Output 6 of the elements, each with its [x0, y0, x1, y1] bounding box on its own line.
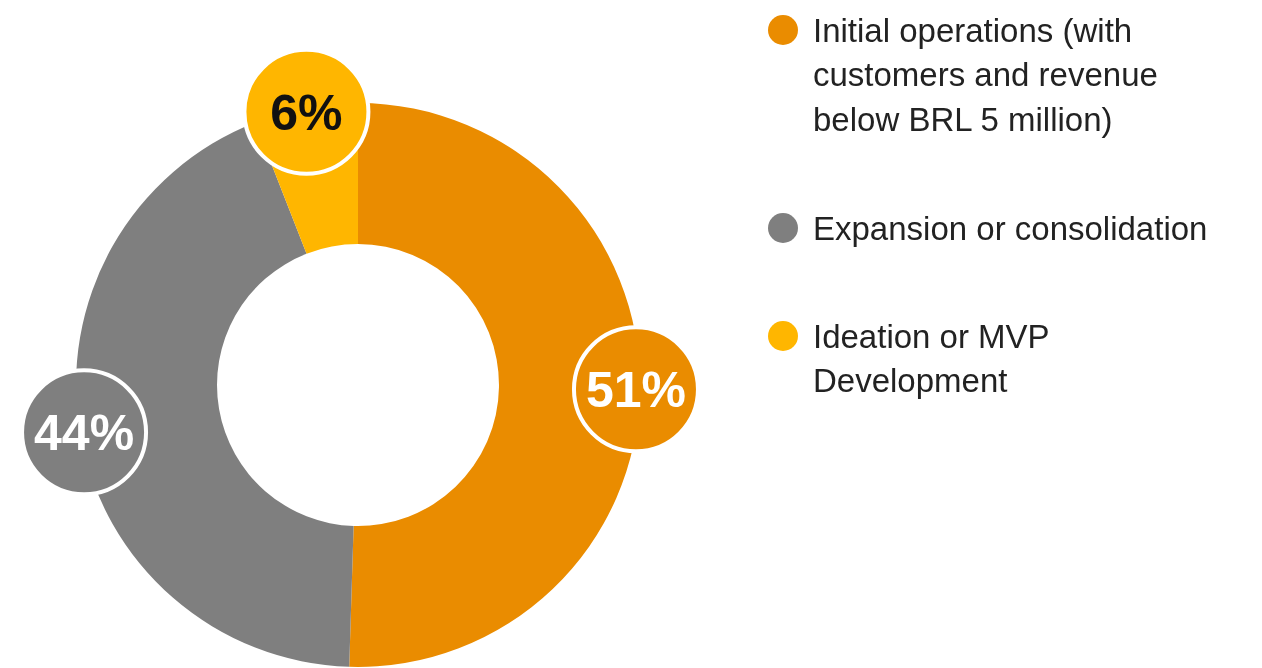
data-label: 44% [34, 405, 135, 462]
data-label: 6% [270, 84, 343, 141]
data-label: 51% [585, 362, 687, 419]
legend-label: Ideation or MVP Development [813, 317, 1050, 400]
legend-label: Expansion or consolidation [813, 209, 1208, 247]
legend-label: Initial operations (with customers and revenue below BRL 5 million) [813, 11, 1158, 139]
